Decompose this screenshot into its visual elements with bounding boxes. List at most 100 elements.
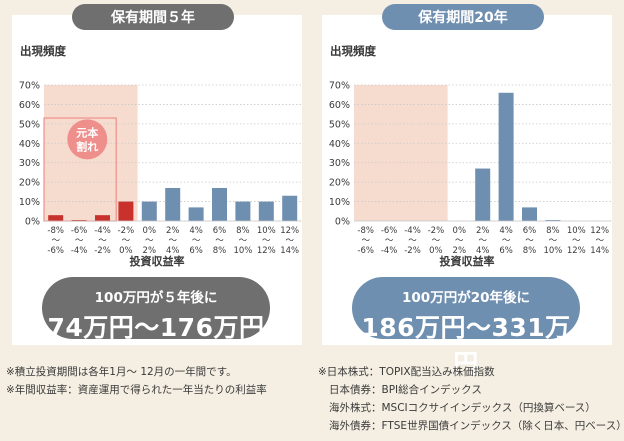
notes-right: ※日本株式：TOPIX配当込み株価指数 日本債券：BPI総合インデックス 海外株… [318, 363, 624, 435]
x-tick-label: -6% [381, 226, 398, 236]
x-tick-label: -8% [47, 226, 64, 236]
x-tick-label: 〜 [478, 236, 487, 246]
x-tick-label: 〜 [502, 236, 511, 246]
x-tick-label: 0% [119, 246, 132, 255]
x-tick-label: -4% [404, 226, 421, 236]
x-tick-label: 〜 [361, 236, 370, 246]
bar [258, 201, 274, 221]
note-line: ※日本株式：TOPIX配当込み株価指数 [318, 366, 495, 378]
y-tick-label: 10% [329, 197, 350, 208]
x-axis-title: 投資収益率 [129, 255, 185, 268]
y-tick-label: 20% [19, 178, 40, 189]
histogram-5-years: 0%10%20%30%40%50%60%70%元本割れ-8%〜-6%-6%〜-4… [19, 81, 302, 255]
y-tick-label: 40% [329, 139, 350, 150]
x-tick-label: -2% [428, 226, 445, 236]
bar [475, 168, 491, 221]
x-tick-label: 〜 [145, 236, 154, 246]
summary-range: 74万円〜176万円 [47, 313, 265, 342]
x-tick-label: 8% [213, 246, 227, 255]
x-tick-label: -2% [94, 246, 111, 255]
panel-5-years: 保有期間５年 出現頻度 0% 10% 20% 30% 40% 50% 60% 70% 元本 割れ -… [12, 4, 302, 345]
x-tick-label: -2% [404, 246, 421, 255]
x-tick-label: 10% [233, 246, 252, 255]
panel-20-years: 保有期間20年 出現頻度 0% 10% 20% 30% 40% 50% 60% 70% -8% 〜… [322, 4, 612, 378]
period-header: 保有期間５年 [72, 4, 234, 30]
x-tick-label: 4% [499, 226, 512, 236]
x-tick-label: 〜 [385, 236, 394, 246]
x-tick-label: 2% [143, 246, 157, 255]
notes-left: ※積立投資期間は各年1月〜 12月の一年間です。 ※年間収益率：資産運用で得られ… [6, 363, 267, 399]
summary-line1: 100万円が20年後に [402, 290, 530, 306]
x-tick-label: 〜 [192, 236, 201, 246]
x-tick-label: 6% [189, 246, 203, 255]
y-tick-label: 60% [19, 100, 40, 111]
x-tick-label: -4% [94, 226, 111, 236]
x-tick-label: -6% [47, 246, 64, 255]
summary-pill: 100万円が５年後に 74万円〜176万円 [42, 277, 270, 342]
x-tick-label: 〜 [215, 236, 224, 246]
x-tick-label: 〜 [525, 236, 534, 246]
x-tick-label: 8% [236, 226, 250, 236]
x-tick-label: 〜 [51, 236, 60, 246]
x-tick-label: 〜 [408, 236, 417, 246]
bar [498, 92, 514, 222]
loss-badge-label: 割れ [76, 139, 98, 153]
x-tick-label: 〜 [285, 236, 294, 246]
bar [188, 207, 204, 221]
y-axis-title: 出現頻度 [330, 44, 376, 58]
y-tick-label: 60% [329, 100, 350, 111]
x-tick-label: 0% [143, 226, 157, 236]
x-axis-title: 投資収益率 [439, 255, 495, 268]
x-tick-label: 〜 [549, 236, 558, 246]
x-tick-label: 〜 [572, 236, 581, 246]
y-tick-label: 70% [19, 81, 40, 92]
x-tick-label: 0% [429, 246, 443, 255]
x-tick-label: 4% [476, 246, 490, 255]
bar [71, 220, 87, 221]
note-line: 海外債券：FTSE世界国債インデックス（除く日本、円ベース） [329, 420, 624, 432]
y-tick-label: 50% [329, 119, 350, 130]
x-tick-label: 14% [280, 246, 299, 255]
x-tick-label: 〜 [595, 236, 604, 246]
y-tick-label: 30% [329, 158, 350, 169]
y-tick-label: 0% [25, 217, 40, 228]
x-tick-label: 8% [523, 246, 537, 255]
loss-badge-label: 元本 [76, 125, 98, 139]
x-tick-label: 〜 [75, 236, 84, 246]
bar [282, 195, 298, 221]
y-tick-label: 40% [19, 139, 40, 150]
bar [212, 187, 227, 221]
x-tick-label: -6% [71, 226, 88, 236]
x-tick-label: 〜 [455, 236, 464, 246]
x-tick-label: 2% [453, 246, 467, 255]
note-line: 日本債券：BPI総合インデックス [329, 384, 482, 396]
x-tick-label: 6% [523, 226, 537, 236]
x-tick-label: 2% [166, 226, 180, 236]
x-tick-label: -8% [357, 226, 374, 236]
y-tick-label: 30% [19, 158, 40, 169]
histogram-20-years: 0%10%20%30%40%50%60%70%-8%〜-6%-6%〜-4%-4%… [329, 81, 612, 255]
x-tick-label: 〜 [239, 236, 248, 246]
note-line: ※年間収益率：資産運用で得られた一年当たりの利益率 [6, 384, 267, 396]
y-tick-label: 70% [329, 81, 350, 92]
summary-range: 186万円〜331万円 [361, 313, 571, 378]
summary-pill: 100万円が20年後に 186万円〜331万円 [352, 277, 580, 378]
x-tick-label: 8% [546, 226, 560, 236]
x-tick-label: -4% [71, 246, 88, 255]
x-tick-label: 4% [189, 226, 203, 236]
x-tick-label: 14% [590, 246, 609, 255]
y-tick-label: 10% [19, 197, 40, 208]
x-tick-label: 6% [213, 226, 227, 236]
x-tick-label: 12% [567, 246, 586, 255]
loss-badge [67, 119, 108, 160]
x-tick-label: -4% [381, 246, 398, 255]
y-axis-title: 出現頻度 [20, 44, 66, 58]
x-tick-label: 〜 [98, 236, 107, 246]
x-tick-label: 12% [590, 226, 609, 236]
summary-line1: 100万円が５年後に [94, 290, 218, 306]
x-tick-label: 12% [280, 226, 299, 236]
note-line: 海外株式：MSCIコクサイインデックス（円換算ベース） [329, 402, 596, 414]
bar [48, 215, 64, 221]
y-tick-label: 0% [335, 217, 350, 228]
x-tick-label: 〜 [122, 236, 131, 246]
